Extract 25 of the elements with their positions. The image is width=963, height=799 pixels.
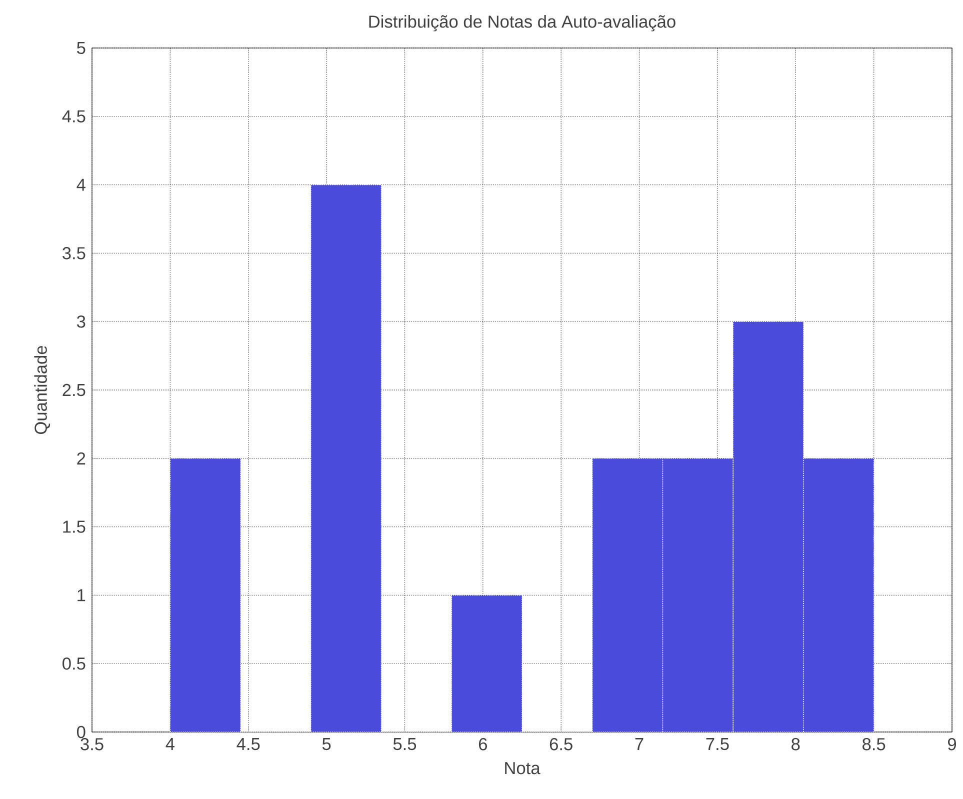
y-tick-label: 4.5	[62, 110, 86, 122]
y-tick-label: 2.5	[62, 384, 86, 396]
y-axis-title: Quantidade	[34, 346, 50, 434]
x-tick-label: 6	[478, 738, 487, 750]
y-tick-label: 1.5	[63, 520, 86, 533]
y-tick-label: 4	[76, 178, 86, 191]
y-tick-label: 1	[78, 589, 86, 602]
x-tick-label: 4.5	[236, 738, 260, 750]
y-tick-label: 3	[76, 315, 86, 328]
x-tick-label: 8.5	[862, 738, 886, 750]
y-tick-label: 3.5	[62, 247, 86, 260]
x-tick-label: 9	[948, 738, 956, 750]
y-tick-label: 0	[76, 726, 86, 738]
x-tick-label: 7	[635, 738, 644, 750]
x-tick-label: 7.5	[706, 738, 729, 750]
x-tick-label: 5	[322, 738, 331, 750]
y-tick-label: 2	[77, 452, 86, 464]
x-axis-title: Nota	[505, 762, 540, 774]
x-tick-label: 5.5	[393, 738, 416, 750]
y-tick-label: 5	[77, 42, 86, 54]
x-tick-label: 4	[166, 738, 174, 750]
x-tick-label: 6.5	[550, 738, 572, 750]
x-tick-label: 8	[792, 738, 800, 750]
chart-title: Distribuição de Notas da Auto-avaliação	[369, 15, 676, 32]
y-tick-label: 0.5	[62, 657, 86, 670]
